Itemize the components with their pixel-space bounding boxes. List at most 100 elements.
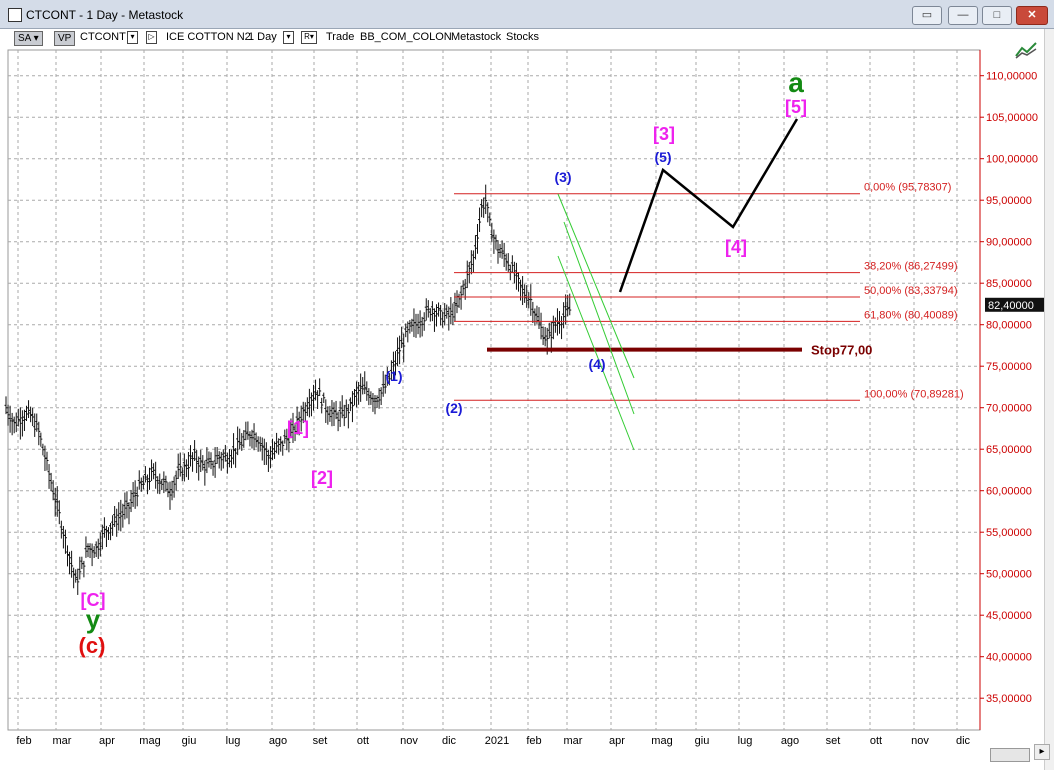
time-tick-label: apr (609, 735, 625, 747)
mode-button[interactable]: R▾ (301, 31, 317, 44)
wave-label: [5] (785, 97, 807, 117)
wave-label: (3) (554, 169, 571, 185)
price-bar (184, 459, 188, 478)
price-bar (510, 255, 514, 273)
period-dropdown-icon[interactable]: ▾ (283, 31, 294, 44)
price-bar (254, 432, 258, 448)
price-tick-label: 110,00000 (986, 71, 1037, 83)
chart-tools-icon[interactable] (1014, 40, 1038, 60)
price-bar (82, 560, 86, 578)
price-bar (350, 391, 354, 423)
price-bar (465, 260, 469, 289)
price-bar (457, 293, 461, 308)
wave-label: (1) (385, 368, 402, 384)
price-bar (156, 476, 160, 494)
price-bar (107, 527, 110, 541)
time-tick-label: lug (226, 735, 241, 747)
price-bar (439, 304, 443, 326)
time-tick-label: giu (695, 735, 710, 747)
price-bar (441, 311, 445, 328)
projection-path (618, 118, 799, 293)
time-tick-label: ott (870, 735, 882, 747)
price-bar (484, 184, 488, 215)
price-bar (406, 321, 410, 343)
price-bar (98, 532, 102, 557)
price-bar (127, 502, 131, 525)
price-bar (514, 262, 518, 290)
scroll-right-icon[interactable]: ▸ (1034, 744, 1050, 760)
price-bar (371, 393, 375, 412)
time-tick-label: apr (99, 735, 115, 747)
time-tick-label: ott (357, 735, 369, 747)
source-label: BB_COM_COLON (360, 31, 452, 43)
close-icon[interactable]: ✕ (1016, 6, 1048, 25)
price-bar (424, 298, 428, 321)
price-tick-label: 105,00000 (986, 112, 1038, 124)
price-bar (66, 545, 69, 567)
price-bar (533, 308, 537, 326)
price-bar (10, 412, 14, 436)
last-price-label: 82,40000 (988, 300, 1034, 312)
price-bar (486, 202, 490, 223)
maximize-icon[interactable]: □ (982, 6, 1012, 25)
vp-button[interactable]: VP (54, 31, 76, 46)
price-bar (437, 302, 441, 317)
price-bar (117, 502, 121, 531)
price-bar (381, 371, 385, 397)
price-bar (476, 224, 479, 254)
price-bar (242, 430, 246, 448)
price-bar (139, 477, 143, 492)
symbol-dropdown-icon[interactable]: ▾ (127, 31, 138, 44)
time-tick-label: set (826, 735, 841, 747)
time-tick-label: nov (911, 735, 929, 747)
price-bar (180, 467, 184, 482)
trend-channel-line (557, 193, 635, 379)
price-bar (35, 413, 39, 432)
price-bar (133, 480, 137, 509)
price-bar (29, 406, 33, 423)
trade-label[interactable]: Trade (326, 31, 355, 43)
price-bar (238, 428, 242, 450)
price-bar (535, 305, 539, 324)
time-tick-label: feb (526, 735, 541, 747)
time-tick-label: giu (182, 735, 197, 747)
sa-button[interactable]: SA ▾ (14, 31, 43, 46)
price-tick-label: 80,00000 (986, 320, 1032, 332)
price-tick-label: 95,00000 (986, 195, 1032, 207)
price-bar (217, 451, 221, 469)
price-bar (166, 482, 170, 498)
price-bar (145, 474, 149, 495)
price-bar (258, 436, 262, 452)
price-bar (275, 432, 279, 454)
price-bar (422, 312, 426, 331)
price-bar (383, 374, 387, 394)
price-bar (449, 297, 453, 325)
price-bar (367, 388, 371, 406)
price-bar (207, 451, 211, 468)
price-bar (271, 438, 274, 461)
price-bar (363, 371, 367, 395)
price-bar (289, 418, 293, 439)
price-bar (361, 377, 365, 395)
price-bar (500, 240, 504, 259)
minimize-icon[interactable]: — (948, 6, 978, 25)
price-bar (443, 303, 447, 326)
price-bar (295, 406, 299, 435)
price-bar (355, 381, 359, 408)
price-bar (78, 556, 82, 580)
price-bar (287, 428, 291, 453)
time-tick-label: set (313, 735, 328, 747)
wave-label: (2) (445, 400, 462, 416)
symbol-label: CTCONT (80, 31, 126, 43)
fib-level-label: 0,00% (95,78307) (864, 182, 951, 194)
price-bar (201, 455, 205, 471)
price-bar (55, 486, 59, 517)
price-bar (172, 476, 176, 498)
price-bar (502, 242, 506, 268)
wave-label: [1] (287, 418, 309, 438)
wave-label: y (86, 604, 101, 634)
instrument-dropdown-icon[interactable]: ▷ (146, 31, 157, 44)
horizontal-scrollbar[interactable] (990, 748, 1030, 762)
restore-icon[interactable]: ▭ (912, 6, 942, 25)
